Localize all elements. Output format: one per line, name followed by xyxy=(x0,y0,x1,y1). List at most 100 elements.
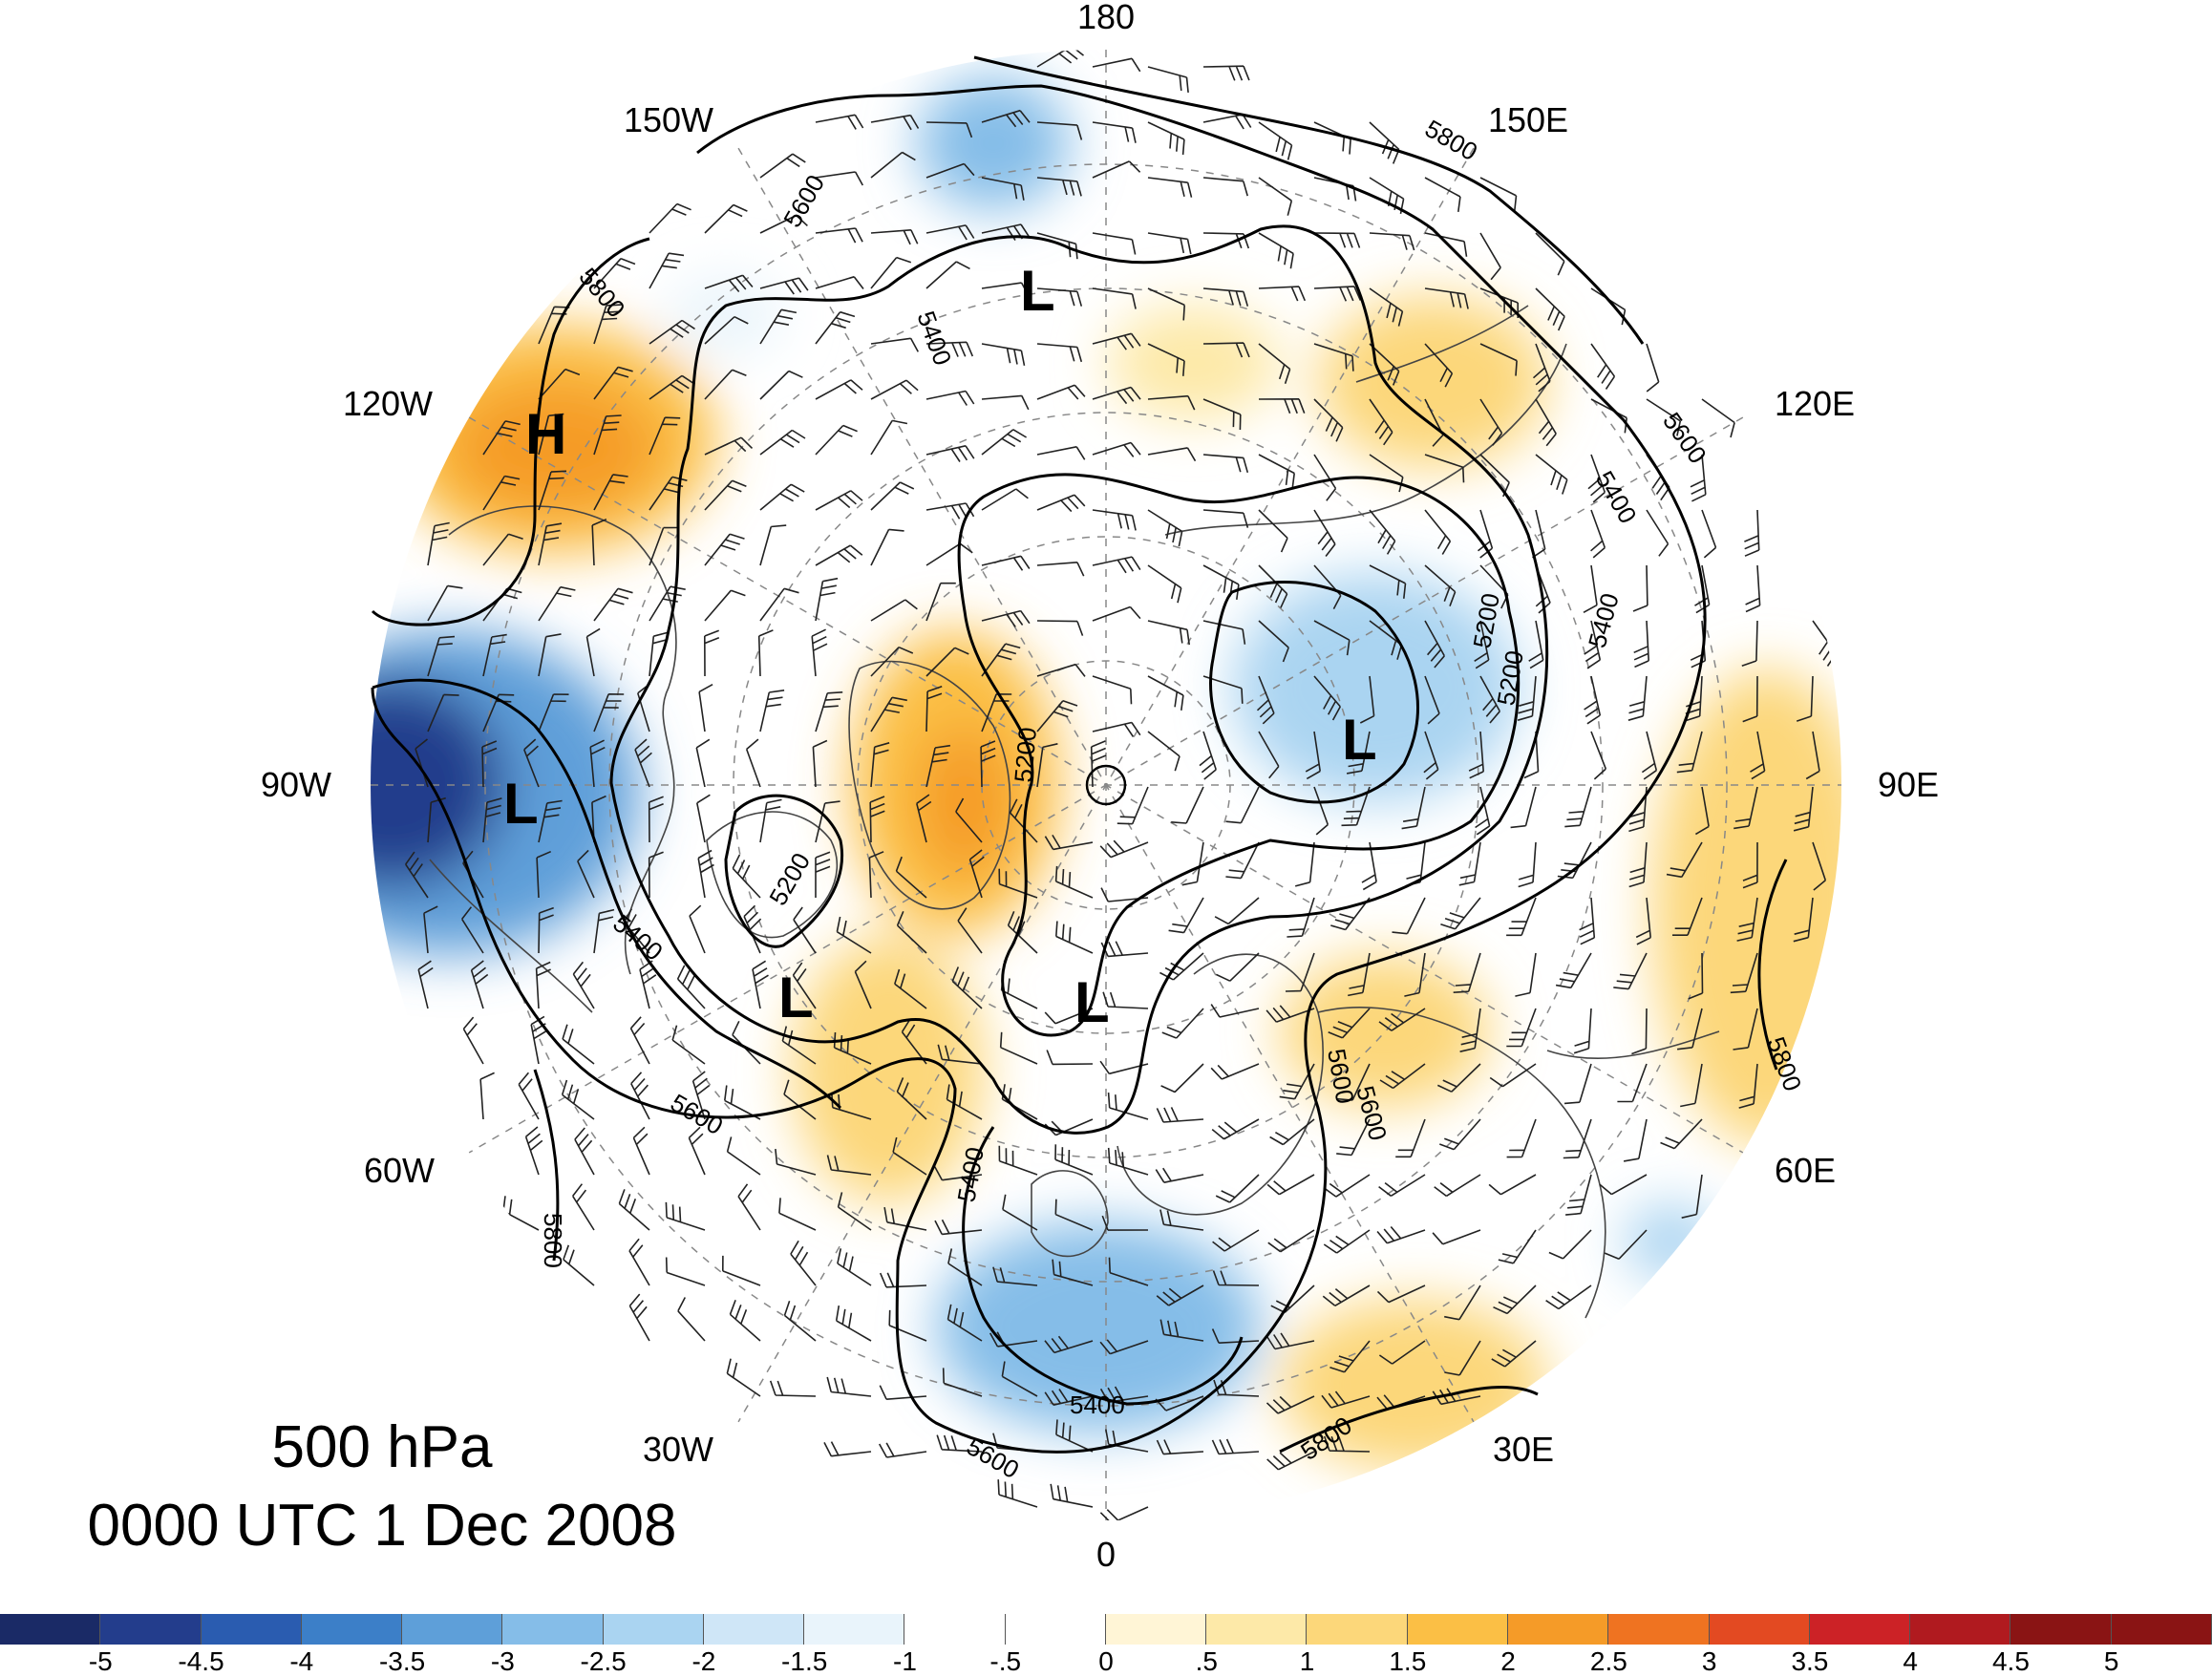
wind-barb xyxy=(999,1031,1038,1065)
wind-barb xyxy=(561,1079,595,1120)
wind-barb xyxy=(1055,921,1094,954)
wind-barb xyxy=(1424,398,1444,447)
low-center-label: L xyxy=(778,966,814,1030)
wind-barb xyxy=(538,368,581,400)
wind-barb xyxy=(1258,620,1289,663)
wind-barb xyxy=(1215,952,1260,982)
wind-barb xyxy=(1599,1174,1648,1196)
wind-barb xyxy=(1701,509,1717,559)
wind-barb xyxy=(1294,841,1315,887)
wind-barb xyxy=(981,177,1025,201)
wind-barb xyxy=(759,587,799,622)
wind-barb xyxy=(1313,454,1337,501)
wind-barb xyxy=(1750,731,1766,780)
wind-barb xyxy=(793,906,817,954)
wind-barb xyxy=(870,742,890,788)
wind-barb xyxy=(665,1201,706,1231)
wind-barb xyxy=(1279,1063,1315,1100)
wind-barb xyxy=(461,906,484,954)
colorbar-tick-label: -1 xyxy=(893,1646,917,1676)
wind-barb xyxy=(1518,841,1537,888)
wind-barb xyxy=(1359,675,1375,724)
wind-barb xyxy=(947,1248,983,1286)
wind-barb xyxy=(1156,1107,1204,1123)
wind-barb xyxy=(879,1385,927,1400)
contour-5200 xyxy=(724,794,843,948)
wind-barb xyxy=(1092,605,1141,622)
wind-barb xyxy=(1036,446,1086,460)
contour-5200 xyxy=(957,473,1521,1037)
wind-barb xyxy=(1677,1008,1703,1051)
wind-barb xyxy=(870,379,919,400)
wind-barb xyxy=(951,966,983,1009)
wind-barb xyxy=(1044,834,1094,851)
wind-barb xyxy=(1107,1147,1149,1176)
anomaly-region xyxy=(917,726,1012,879)
anomaly-region xyxy=(793,936,984,1203)
wind-barb xyxy=(1632,564,1648,612)
longitude-labels: 180 150E 120E 90E 60E 30E 0 30W 60W 90W … xyxy=(261,0,1939,1574)
wind-barb xyxy=(1156,1284,1204,1306)
wind-barb xyxy=(1092,509,1137,531)
wind-barb xyxy=(1491,1340,1537,1368)
anomaly-region xyxy=(1108,306,1280,420)
wind-barb xyxy=(1212,1270,1260,1286)
wind-barb xyxy=(1266,1005,1315,1023)
wind-barb xyxy=(1117,786,1149,825)
wind-barb xyxy=(479,1072,495,1120)
wind-barb xyxy=(1036,177,1082,197)
wind-barb xyxy=(925,224,975,241)
lon-label-0: 0 xyxy=(1096,1535,1116,1574)
wind-barb xyxy=(593,587,633,622)
wind-barb xyxy=(538,413,564,456)
wind-barb xyxy=(1092,287,1137,309)
wind-barb xyxy=(1181,841,1204,886)
wind-barb xyxy=(1258,509,1288,553)
wind-barb xyxy=(1493,1284,1537,1315)
wind-barb xyxy=(1036,287,1083,307)
wind-barb xyxy=(1322,1284,1371,1306)
wind-barb xyxy=(1631,1008,1648,1055)
wind-barb xyxy=(1510,786,1537,829)
wind-barb xyxy=(1489,1063,1537,1088)
wind-barb xyxy=(1092,556,1141,574)
wind-barb xyxy=(704,203,748,234)
wind-barb xyxy=(1267,1229,1315,1253)
wind-barb xyxy=(1378,1340,1426,1365)
wind-barb xyxy=(870,151,916,179)
wind-barb xyxy=(1266,1174,1315,1196)
lon-label-120e: 120E xyxy=(1775,384,1855,423)
wind-barb xyxy=(870,256,912,289)
wind-barb xyxy=(1036,620,1084,636)
wind-barb xyxy=(1444,1340,1481,1376)
wind-barb xyxy=(870,481,915,511)
wind-barb xyxy=(896,910,927,954)
wind-barb xyxy=(1159,1209,1204,1231)
wind-barb xyxy=(427,693,459,732)
wind-barb xyxy=(879,1272,927,1288)
wind-barb xyxy=(1617,1063,1648,1103)
wind-barb xyxy=(1535,398,1557,447)
wind-barb xyxy=(1214,897,1260,925)
wind-barb xyxy=(1036,343,1083,363)
wind-barb xyxy=(1313,343,1354,371)
wind-barb xyxy=(1266,1395,1315,1414)
wind-barb xyxy=(572,961,595,1009)
wind-barb xyxy=(1579,897,1596,945)
wind-barb xyxy=(1587,454,1606,503)
wind-barb xyxy=(1564,786,1592,828)
wind-barb xyxy=(896,1077,927,1120)
wind-barb xyxy=(1092,160,1141,179)
wind-barb xyxy=(1052,1259,1094,1286)
lon-label-120w: 120W xyxy=(343,384,433,423)
wind-barb xyxy=(1099,1506,1149,1520)
wind-barb xyxy=(696,794,711,843)
wind-barb xyxy=(1432,1229,1481,1245)
wind-barb xyxy=(1202,620,1246,645)
wind-barb xyxy=(593,257,636,289)
wind-barb xyxy=(870,696,907,732)
wind-barb xyxy=(1107,1093,1149,1120)
wind-barb xyxy=(981,555,1031,571)
wind-barb xyxy=(1423,731,1439,780)
wind-barb xyxy=(1225,841,1260,880)
